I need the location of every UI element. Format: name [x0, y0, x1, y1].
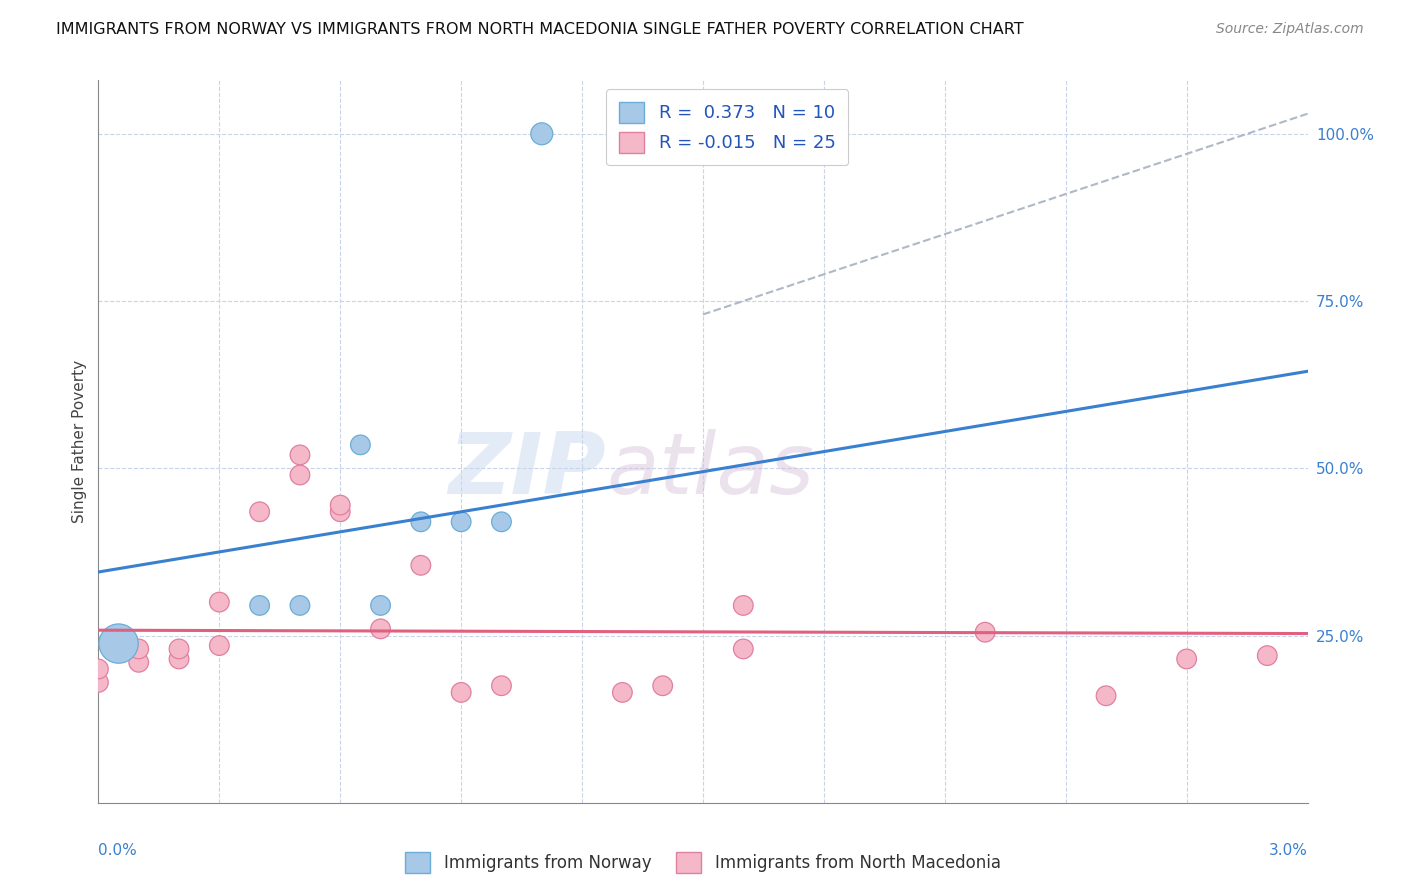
- Text: atlas: atlas: [606, 429, 814, 512]
- Point: [612, 685, 634, 699]
- Legend: Immigrants from Norway, Immigrants from North Macedonia: Immigrants from Norway, Immigrants from …: [399, 846, 1007, 880]
- Point: [329, 498, 352, 512]
- Text: 0.0%: 0.0%: [98, 843, 138, 857]
- Text: IMMIGRANTS FROM NORWAY VS IMMIGRANTS FROM NORTH MACEDONIA SINGLE FATHER POVERTY : IMMIGRANTS FROM NORWAY VS IMMIGRANTS FRO…: [56, 22, 1024, 37]
- Point: [530, 127, 553, 141]
- Point: [167, 642, 190, 657]
- Point: [651, 127, 673, 141]
- Point: [370, 622, 392, 636]
- Point: [128, 655, 150, 669]
- Text: Source: ZipAtlas.com: Source: ZipAtlas.com: [1216, 22, 1364, 37]
- Point: [651, 679, 673, 693]
- Point: [1095, 689, 1118, 703]
- Point: [491, 515, 513, 529]
- Point: [1175, 652, 1198, 666]
- Point: [974, 625, 997, 640]
- Point: [87, 662, 110, 676]
- Point: [128, 642, 150, 657]
- Point: [208, 639, 231, 653]
- Legend: R =  0.373   N = 10, R = -0.015   N = 25: R = 0.373 N = 10, R = -0.015 N = 25: [606, 89, 848, 165]
- Text: ZIP: ZIP: [449, 429, 606, 512]
- Point: [329, 505, 352, 519]
- Point: [450, 685, 472, 699]
- Point: [409, 558, 432, 573]
- Point: [249, 505, 271, 519]
- Point: [87, 675, 110, 690]
- Y-axis label: Single Father Poverty: Single Father Poverty: [72, 360, 87, 523]
- Point: [167, 652, 190, 666]
- Point: [450, 515, 472, 529]
- Point: [1256, 648, 1278, 663]
- Point: [208, 595, 231, 609]
- Point: [370, 599, 392, 613]
- Point: [288, 448, 311, 462]
- Point: [107, 637, 129, 651]
- Point: [288, 599, 311, 613]
- Point: [733, 642, 755, 657]
- Point: [288, 467, 311, 482]
- Point: [409, 515, 432, 529]
- Point: [491, 679, 513, 693]
- Point: [249, 599, 271, 613]
- Point: [349, 438, 371, 452]
- Point: [733, 599, 755, 613]
- Text: 3.0%: 3.0%: [1268, 843, 1308, 857]
